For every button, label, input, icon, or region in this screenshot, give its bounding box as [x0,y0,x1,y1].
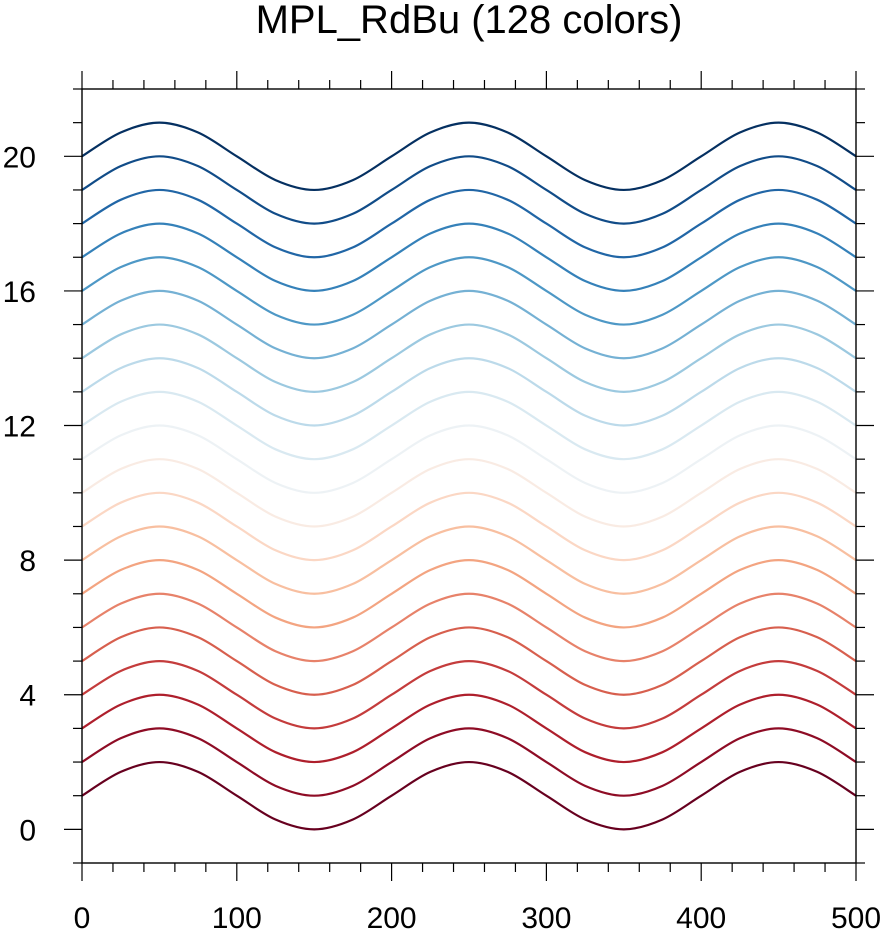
series-line-11 [81,424,857,494]
series-line-8 [81,525,857,595]
ticks-layer [64,71,874,881]
x-tick-label: 0 [74,902,91,935]
series-line-17 [81,222,857,293]
series-line-13 [81,357,857,427]
series-line-15 [81,289,857,360]
series-line-2 [81,727,857,797]
series-line-14 [81,323,857,393]
y-tick-label: 12 [3,411,36,444]
y-tick-label: 4 [19,680,36,713]
chart-title: MPL_RdBu (128 colors) [256,0,683,42]
series-line-18 [81,188,857,259]
series-line-20 [81,121,857,192]
series-line-16 [81,256,857,326]
x-tick-label: 400 [676,902,726,935]
x-tick-label: 300 [521,902,571,935]
series-line-5 [81,626,857,696]
series-line-3 [81,693,857,764]
series-line-6 [81,592,857,663]
series-line-7 [81,559,857,629]
series-line-1 [81,760,857,831]
y-tick-label: 20 [3,141,36,174]
x-tick-label: 500 [831,902,881,935]
series-line-4 [81,659,857,730]
series-line-10 [81,458,857,528]
plot-frame [81,88,857,864]
y-tick-label: 8 [19,545,36,578]
tick-labels-layer: 0 100 200 300 400 500 0 4 8 12 16 20 [3,141,881,935]
series-layer [81,121,857,831]
series-line-9 [81,491,857,562]
x-tick-label: 200 [367,902,417,935]
series-line-19 [81,155,857,225]
series-line-12 [81,390,857,461]
y-tick-label: 16 [3,276,36,309]
x-tick-label: 100 [212,902,262,935]
y-tick-label: 0 [19,814,36,847]
